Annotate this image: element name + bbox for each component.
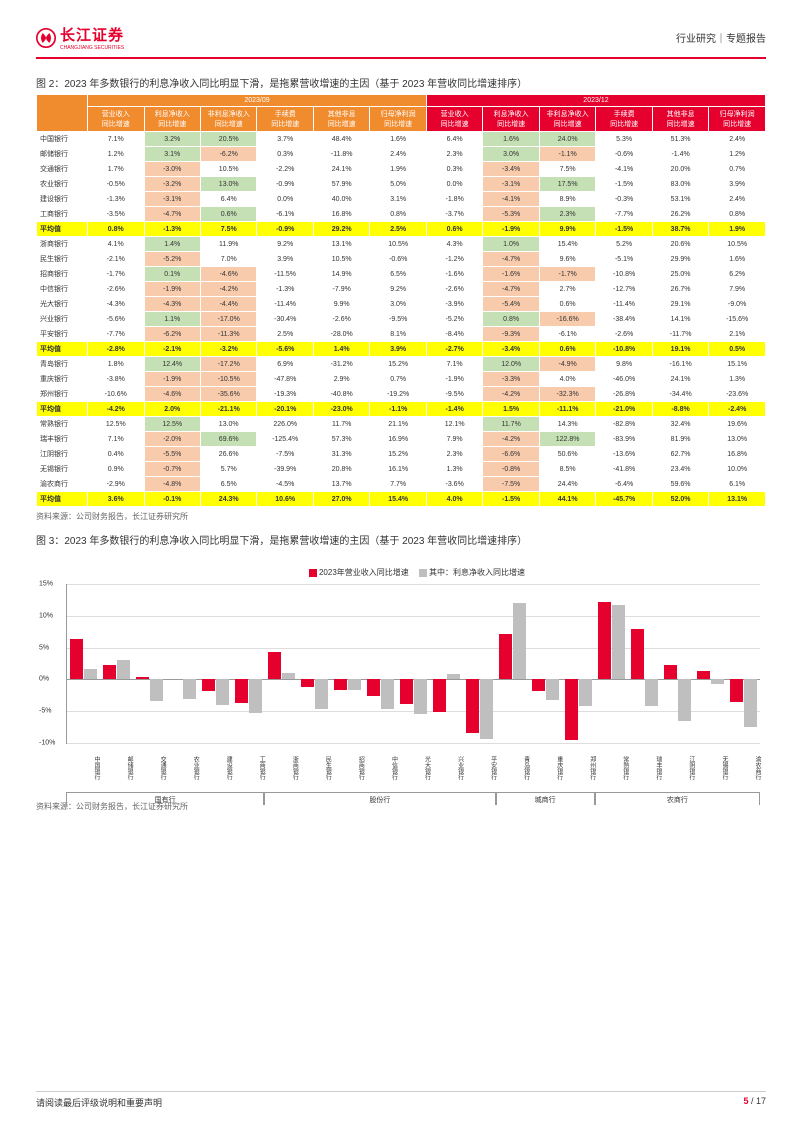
page-footer: 请阅读最后评级说明和重要声明 5 / 17	[36, 1091, 766, 1109]
legend-label-1: 2023年营业收入同比增速	[319, 568, 409, 577]
chart-x-labels: 中国银行邮储银行交通银行农业银行建设银行工商银行浙商银行民生银行招商银行中信银行…	[66, 746, 760, 790]
footer-disclaimer: 请阅读最后评级说明和重要声明	[36, 1096, 162, 1109]
page-header: 长江证券 CHANGJIANG SECURITIES 行业研究｜专题报告	[36, 24, 766, 59]
chart-groups: 国有行股份行城商行农商行	[66, 792, 760, 805]
legend-label-2: 其中：利息净收入同比增速	[429, 568, 525, 577]
chart-plot: -10%-5%0%5%10%15%	[66, 584, 760, 744]
figure-2-title: 图 2：2023 年多数银行的利息净收入同比明显下滑，是拖累营收增速的主因（基于…	[36, 75, 766, 90]
header-category: 行业研究｜专题报告	[676, 30, 766, 45]
footer-page: 5 / 17	[743, 1096, 766, 1109]
logo: 长江证券 CHANGJIANG SECURITIES	[36, 24, 124, 51]
legend-swatch-2	[419, 569, 427, 577]
logo-text: 长江证券	[60, 24, 124, 45]
logo-subtext: CHANGJIANG SECURITIES	[60, 45, 124, 51]
chart-legend: 2023年营业收入同比增速 其中：利息净收入同比增速	[66, 567, 760, 578]
figure-3-chart: 2023年营业收入同比增速 其中：利息净收入同比增速 -10%-5%0%5%10…	[36, 557, 766, 797]
legend-swatch-1	[309, 569, 317, 577]
figure-2-source: 资料来源：公司财务报告，长江证券研究所	[36, 511, 766, 522]
figure-3-title: 图 3：2023 年多数银行的利息净收入同比明显下滑，是拖累营收增速的主因（基于…	[36, 532, 766, 547]
figure-2-table: 2023/092023/12营业收入同比增速利息净收入同比增速非利息净收入同比增…	[36, 94, 766, 507]
logo-icon	[36, 28, 56, 48]
